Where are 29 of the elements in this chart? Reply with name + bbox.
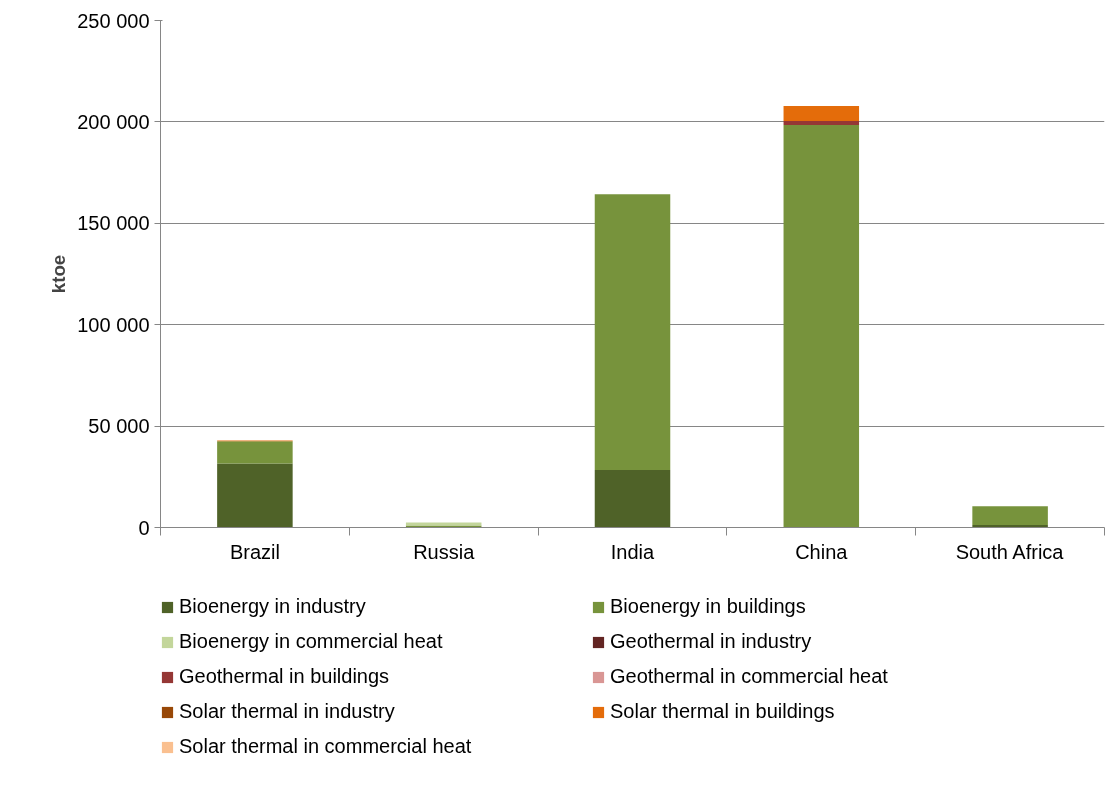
y-tick-label: 50 000 <box>88 415 150 438</box>
y-tick-label: 100 000 <box>77 313 150 336</box>
x-tick-label: China <box>795 540 849 563</box>
legend-label: Solar thermal in industry <box>179 700 396 723</box>
legend-label: Geothermal in buildings <box>179 665 391 688</box>
x-tick-label: South Africa <box>955 540 1065 563</box>
bar <box>783 124 860 528</box>
y-tick-label: 150 000 <box>77 212 150 235</box>
legend-label: Geothermal in industry <box>610 630 813 653</box>
x-tick-label: Russia <box>413 540 476 563</box>
bar <box>594 194 671 470</box>
bar <box>972 506 1048 526</box>
bar <box>783 105 860 121</box>
legend-label: Solar thermal in commercial heat <box>179 735 473 758</box>
legend-label: Bioenergy in buildings <box>610 595 807 618</box>
x-tick-label: India <box>610 540 656 563</box>
y-tick-label: 250 000 <box>77 9 150 32</box>
y-tick-label: 200 000 <box>77 110 150 133</box>
y-axis-title: ktoe <box>48 254 70 294</box>
legend-label: Geothermal in commercial heat <box>610 665 889 688</box>
legend-label: Solar thermal in buildings <box>610 700 836 723</box>
bar <box>217 463 293 528</box>
x-tick-label: Brazil <box>229 540 280 563</box>
bar <box>783 120 860 125</box>
legend-label: Bioenergy in industry <box>179 595 367 618</box>
bar <box>594 469 671 528</box>
bar <box>217 441 293 464</box>
y-tick-label: 0 <box>138 516 150 539</box>
legend-label: Bioenergy in commercial heat <box>179 630 444 653</box>
